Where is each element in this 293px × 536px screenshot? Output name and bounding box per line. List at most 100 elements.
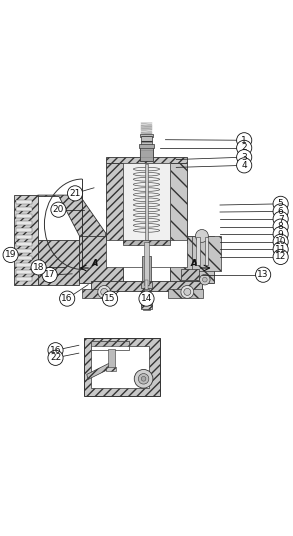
Text: 22: 22: [50, 353, 61, 362]
Bar: [16, 249, 33, 253]
Bar: [91, 341, 129, 350]
Bar: [145, 280, 148, 303]
Bar: [168, 289, 203, 297]
Bar: [205, 237, 208, 265]
Text: 16: 16: [50, 346, 61, 355]
Bar: [16, 235, 33, 239]
Text: 8: 8: [278, 222, 284, 231]
Circle shape: [31, 260, 46, 275]
Polygon shape: [38, 240, 79, 286]
Circle shape: [42, 267, 57, 282]
Bar: [16, 228, 33, 232]
Text: 2: 2: [241, 143, 247, 152]
Circle shape: [237, 158, 252, 173]
Text: 19: 19: [5, 250, 16, 259]
Ellipse shape: [134, 369, 153, 388]
Text: 17: 17: [44, 271, 55, 279]
Bar: [91, 281, 202, 292]
Bar: [16, 242, 33, 246]
Bar: [16, 270, 33, 274]
Bar: [16, 256, 33, 260]
Text: 9: 9: [278, 229, 284, 239]
Circle shape: [67, 186, 83, 201]
Bar: [91, 346, 149, 388]
Bar: [192, 236, 221, 271]
Circle shape: [103, 291, 117, 306]
Bar: [140, 134, 153, 137]
Text: A: A: [91, 259, 98, 267]
Circle shape: [237, 150, 252, 165]
Bar: [16, 207, 33, 211]
Circle shape: [273, 249, 288, 264]
Bar: [170, 236, 214, 282]
Text: 4: 4: [241, 161, 247, 170]
Text: A: A: [190, 259, 197, 267]
Bar: [106, 367, 116, 371]
Bar: [79, 236, 123, 282]
Ellipse shape: [195, 229, 208, 242]
Ellipse shape: [202, 277, 207, 282]
Circle shape: [237, 133, 252, 148]
Bar: [16, 277, 33, 281]
Bar: [143, 306, 150, 310]
Circle shape: [273, 242, 288, 257]
Circle shape: [273, 196, 288, 211]
Text: 11: 11: [275, 245, 286, 254]
Circle shape: [273, 227, 288, 242]
Bar: [16, 200, 33, 204]
Bar: [91, 341, 129, 346]
Bar: [106, 233, 187, 240]
Bar: [82, 289, 107, 297]
Text: 14: 14: [141, 294, 152, 303]
Bar: [14, 195, 38, 286]
Bar: [123, 240, 170, 244]
Bar: [84, 338, 160, 396]
Text: 5: 5: [278, 199, 284, 209]
Circle shape: [273, 234, 288, 249]
Bar: [139, 144, 154, 148]
Text: 16: 16: [62, 294, 73, 303]
Bar: [16, 221, 33, 225]
Polygon shape: [87, 363, 112, 379]
Bar: [142, 256, 151, 282]
Text: 20: 20: [53, 205, 64, 214]
Bar: [170, 163, 187, 243]
Circle shape: [59, 291, 75, 306]
Text: 10: 10: [275, 237, 286, 246]
Text: 12: 12: [275, 252, 286, 262]
Circle shape: [51, 202, 66, 217]
Text: 1: 1: [241, 136, 247, 145]
Circle shape: [139, 291, 154, 306]
Ellipse shape: [98, 286, 111, 299]
Text: 21: 21: [69, 189, 81, 198]
Text: 7: 7: [278, 214, 284, 224]
Bar: [16, 263, 33, 267]
Bar: [16, 214, 33, 218]
Circle shape: [273, 219, 288, 234]
Bar: [145, 165, 148, 240]
Circle shape: [48, 343, 63, 358]
Text: 13: 13: [257, 270, 269, 279]
Bar: [123, 163, 170, 242]
Circle shape: [255, 267, 271, 282]
Bar: [144, 289, 149, 306]
Circle shape: [273, 204, 288, 219]
Ellipse shape: [181, 286, 194, 299]
Text: 18: 18: [33, 263, 44, 272]
Bar: [106, 157, 187, 163]
Bar: [141, 280, 152, 288]
Ellipse shape: [141, 376, 146, 381]
Text: 6: 6: [278, 207, 284, 216]
Bar: [139, 147, 154, 161]
Ellipse shape: [200, 274, 210, 285]
Circle shape: [237, 140, 252, 155]
Bar: [141, 301, 152, 307]
Circle shape: [3, 247, 18, 263]
Bar: [106, 240, 187, 266]
Text: 15: 15: [104, 294, 116, 303]
Bar: [108, 349, 115, 369]
Circle shape: [48, 350, 63, 366]
Bar: [141, 136, 152, 145]
Text: 3: 3: [241, 153, 247, 162]
Ellipse shape: [138, 374, 149, 384]
